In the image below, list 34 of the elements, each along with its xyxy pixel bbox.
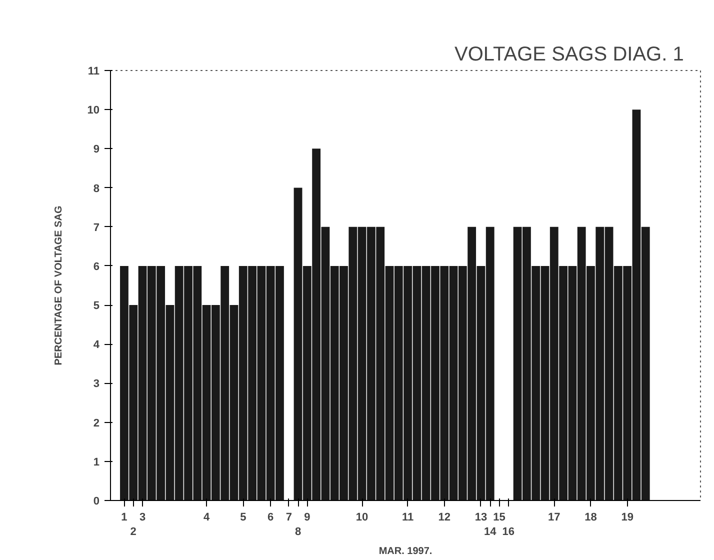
x-tick-label: 13 <box>474 512 488 524</box>
y-tick-label: 3 <box>93 378 100 390</box>
x-tick-label: 15 <box>493 512 506 524</box>
x-tick-label: 9 <box>304 512 310 524</box>
x-tick-label: 16 <box>502 526 515 538</box>
x-tick-label: 1 <box>121 512 128 524</box>
y-tick-label: 9 <box>93 144 100 156</box>
x-tick-label: 12 <box>438 512 451 524</box>
y-tick-label: 11 <box>88 66 100 78</box>
y-tick-label: 7 <box>93 222 100 234</box>
x-tick-label: 10 <box>356 512 368 524</box>
y-tick-label: 4 <box>93 339 100 352</box>
y-axis-title: PERCENTAGE OF VOLTAGE SAG <box>53 206 64 366</box>
x-tick-label: 14 <box>484 526 498 538</box>
x-axis-title: MAR. 1997. <box>378 546 432 557</box>
chart-title: VOLTAGE SAGS DIAG. 1 <box>454 44 684 66</box>
x-tick-label: 3 <box>139 512 146 524</box>
y-tick-label: 1 <box>93 456 100 468</box>
x-tick-label: 4 <box>203 512 210 524</box>
x-tick-label: 17 <box>548 512 560 524</box>
x-tick-label: 5 <box>240 512 246 524</box>
y-tick-label: 6 <box>93 260 100 273</box>
x-tick-label: 19 <box>621 512 634 524</box>
x-tick-label: 11 <box>402 512 414 524</box>
y-tick-label: 5 <box>93 300 100 312</box>
x-tick-label: 2 <box>130 526 136 538</box>
y-tick-label: 0 <box>93 496 100 508</box>
y-tick-label: 2 <box>93 417 100 430</box>
x-tick-label: 18 <box>584 512 597 524</box>
x-tick-label: 8 <box>294 526 302 538</box>
x-tick-label: 6 <box>268 512 274 524</box>
x-tick-label: 7 <box>286 512 292 524</box>
y-tick-label: 10 <box>87 104 100 117</box>
y-tick-label: 8 <box>93 182 100 195</box>
